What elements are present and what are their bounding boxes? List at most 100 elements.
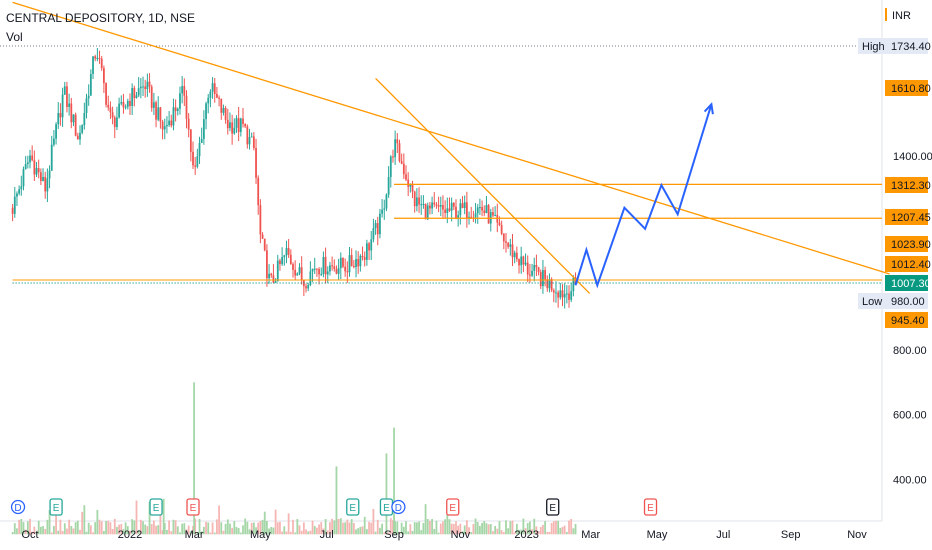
dividend-marker[interactable]: [391, 499, 406, 515]
earnings-marker[interactable]: [346, 498, 360, 516]
volume-bar: [472, 523, 475, 535]
volume-bar: [226, 519, 229, 535]
volume-bar: [355, 529, 357, 535]
volume-bar: [307, 531, 310, 535]
candle-body: [305, 286, 307, 289]
candle-body: [89, 73, 92, 96]
price-badge-last-price: [885, 275, 928, 291]
volume-bar: [72, 528, 75, 535]
volume-bar: [118, 524, 121, 535]
dividend-marker[interactable]: [10, 499, 26, 515]
volume-bar: [257, 522, 260, 535]
trendline-steep-downtrend[interactable]: [375, 77, 591, 294]
volume-bar: [442, 521, 444, 535]
volume-bar: [470, 532, 473, 535]
volume-bar: [550, 522, 553, 535]
volume-bar: [189, 531, 192, 535]
volume-bar: [59, 519, 62, 535]
earnings-marker[interactable]: [49, 498, 63, 516]
volume-bar: [526, 523, 529, 535]
candle-body: [220, 98, 223, 113]
volume-bar: [76, 520, 79, 535]
candle-body: [446, 208, 449, 213]
currency-label[interactable]: INR: [892, 10, 911, 22]
volume-bar: [152, 520, 155, 535]
volume-spike: [193, 382, 195, 535]
time-tick-label: Sep: [384, 529, 404, 541]
earnings-marker[interactable]: [546, 498, 560, 516]
candle-body: [157, 107, 160, 120]
volume-bar: [429, 520, 431, 535]
earnings-marker[interactable]: [149, 498, 163, 516]
candle-body: [292, 264, 294, 270]
volume-bar: [348, 522, 351, 535]
earnings-marker[interactable]: [446, 498, 460, 516]
projection-line[interactable]: [574, 104, 713, 289]
candle-body: [248, 137, 251, 145]
candle-body: [176, 108, 179, 111]
volume-bar: [135, 500, 138, 535]
volume-bar: [85, 531, 88, 535]
candle-body: [257, 177, 260, 206]
candle-body: [183, 86, 186, 96]
candle-body: [152, 102, 155, 108]
candle-body: [185, 95, 188, 119]
candle-body: [68, 103, 71, 108]
candle-body: [331, 265, 334, 267]
volume-bar: [411, 530, 414, 535]
candle-body: [326, 271, 329, 275]
time-tick-label: Oct: [21, 529, 38, 541]
volume-bar: [346, 519, 349, 535]
volume-bar: [331, 518, 334, 535]
candle-body: [389, 156, 392, 177]
volume-bar: [102, 530, 105, 535]
volume-bar: [187, 525, 190, 535]
candle-body: [524, 262, 527, 265]
volume-bar: [400, 522, 403, 535]
volume-bar: [359, 526, 362, 535]
volume-bar: [533, 518, 536, 535]
volume-bar: [113, 518, 116, 535]
trendline-major-downtrend[interactable]: [12, 1, 890, 275]
volume-bar: [129, 530, 131, 535]
candle-body: [198, 142, 201, 157]
candle-body: [402, 163, 405, 175]
candle-body: [250, 136, 253, 138]
candle-body: [287, 248, 290, 255]
candle-body: [492, 212, 494, 216]
time-tick-label: Nov: [847, 529, 867, 541]
volume-bar: [365, 529, 368, 535]
volume-bar: [389, 518, 392, 535]
event-letter: D: [395, 503, 402, 514]
earnings-marker[interactable]: [643, 498, 658, 516]
volume-bar: [120, 524, 123, 535]
price-badge-text: 945.40: [891, 315, 925, 327]
volume-spike: [83, 505, 86, 535]
volume-bar: [552, 521, 555, 535]
candle-body: [563, 294, 566, 298]
volume-bar: [292, 519, 294, 535]
price-badge-caption: Low: [862, 296, 882, 308]
volume-bar: [568, 520, 570, 535]
volume-bar: [122, 529, 125, 535]
candle-body: [94, 56, 97, 59]
volume-bar: [213, 532, 216, 535]
candle-body: [498, 222, 501, 226]
volume-bar: [252, 522, 255, 535]
candle-body: [350, 255, 353, 266]
volume-bar: [426, 518, 429, 535]
price-badge-text: 1734.40: [891, 41, 931, 53]
earnings-marker[interactable]: [186, 498, 200, 516]
volume-bar: [357, 528, 360, 535]
volume-bar: [368, 521, 370, 535]
volume-bar: [500, 530, 503, 535]
candle-body: [16, 193, 18, 197]
volume-bar: [565, 531, 568, 535]
volume-bar: [572, 528, 575, 535]
volume-bar: [515, 523, 518, 535]
candle-body: [357, 259, 360, 267]
volume-bar: [53, 525, 55, 535]
candle-body: [24, 164, 27, 170]
candle-body: [266, 250, 268, 279]
